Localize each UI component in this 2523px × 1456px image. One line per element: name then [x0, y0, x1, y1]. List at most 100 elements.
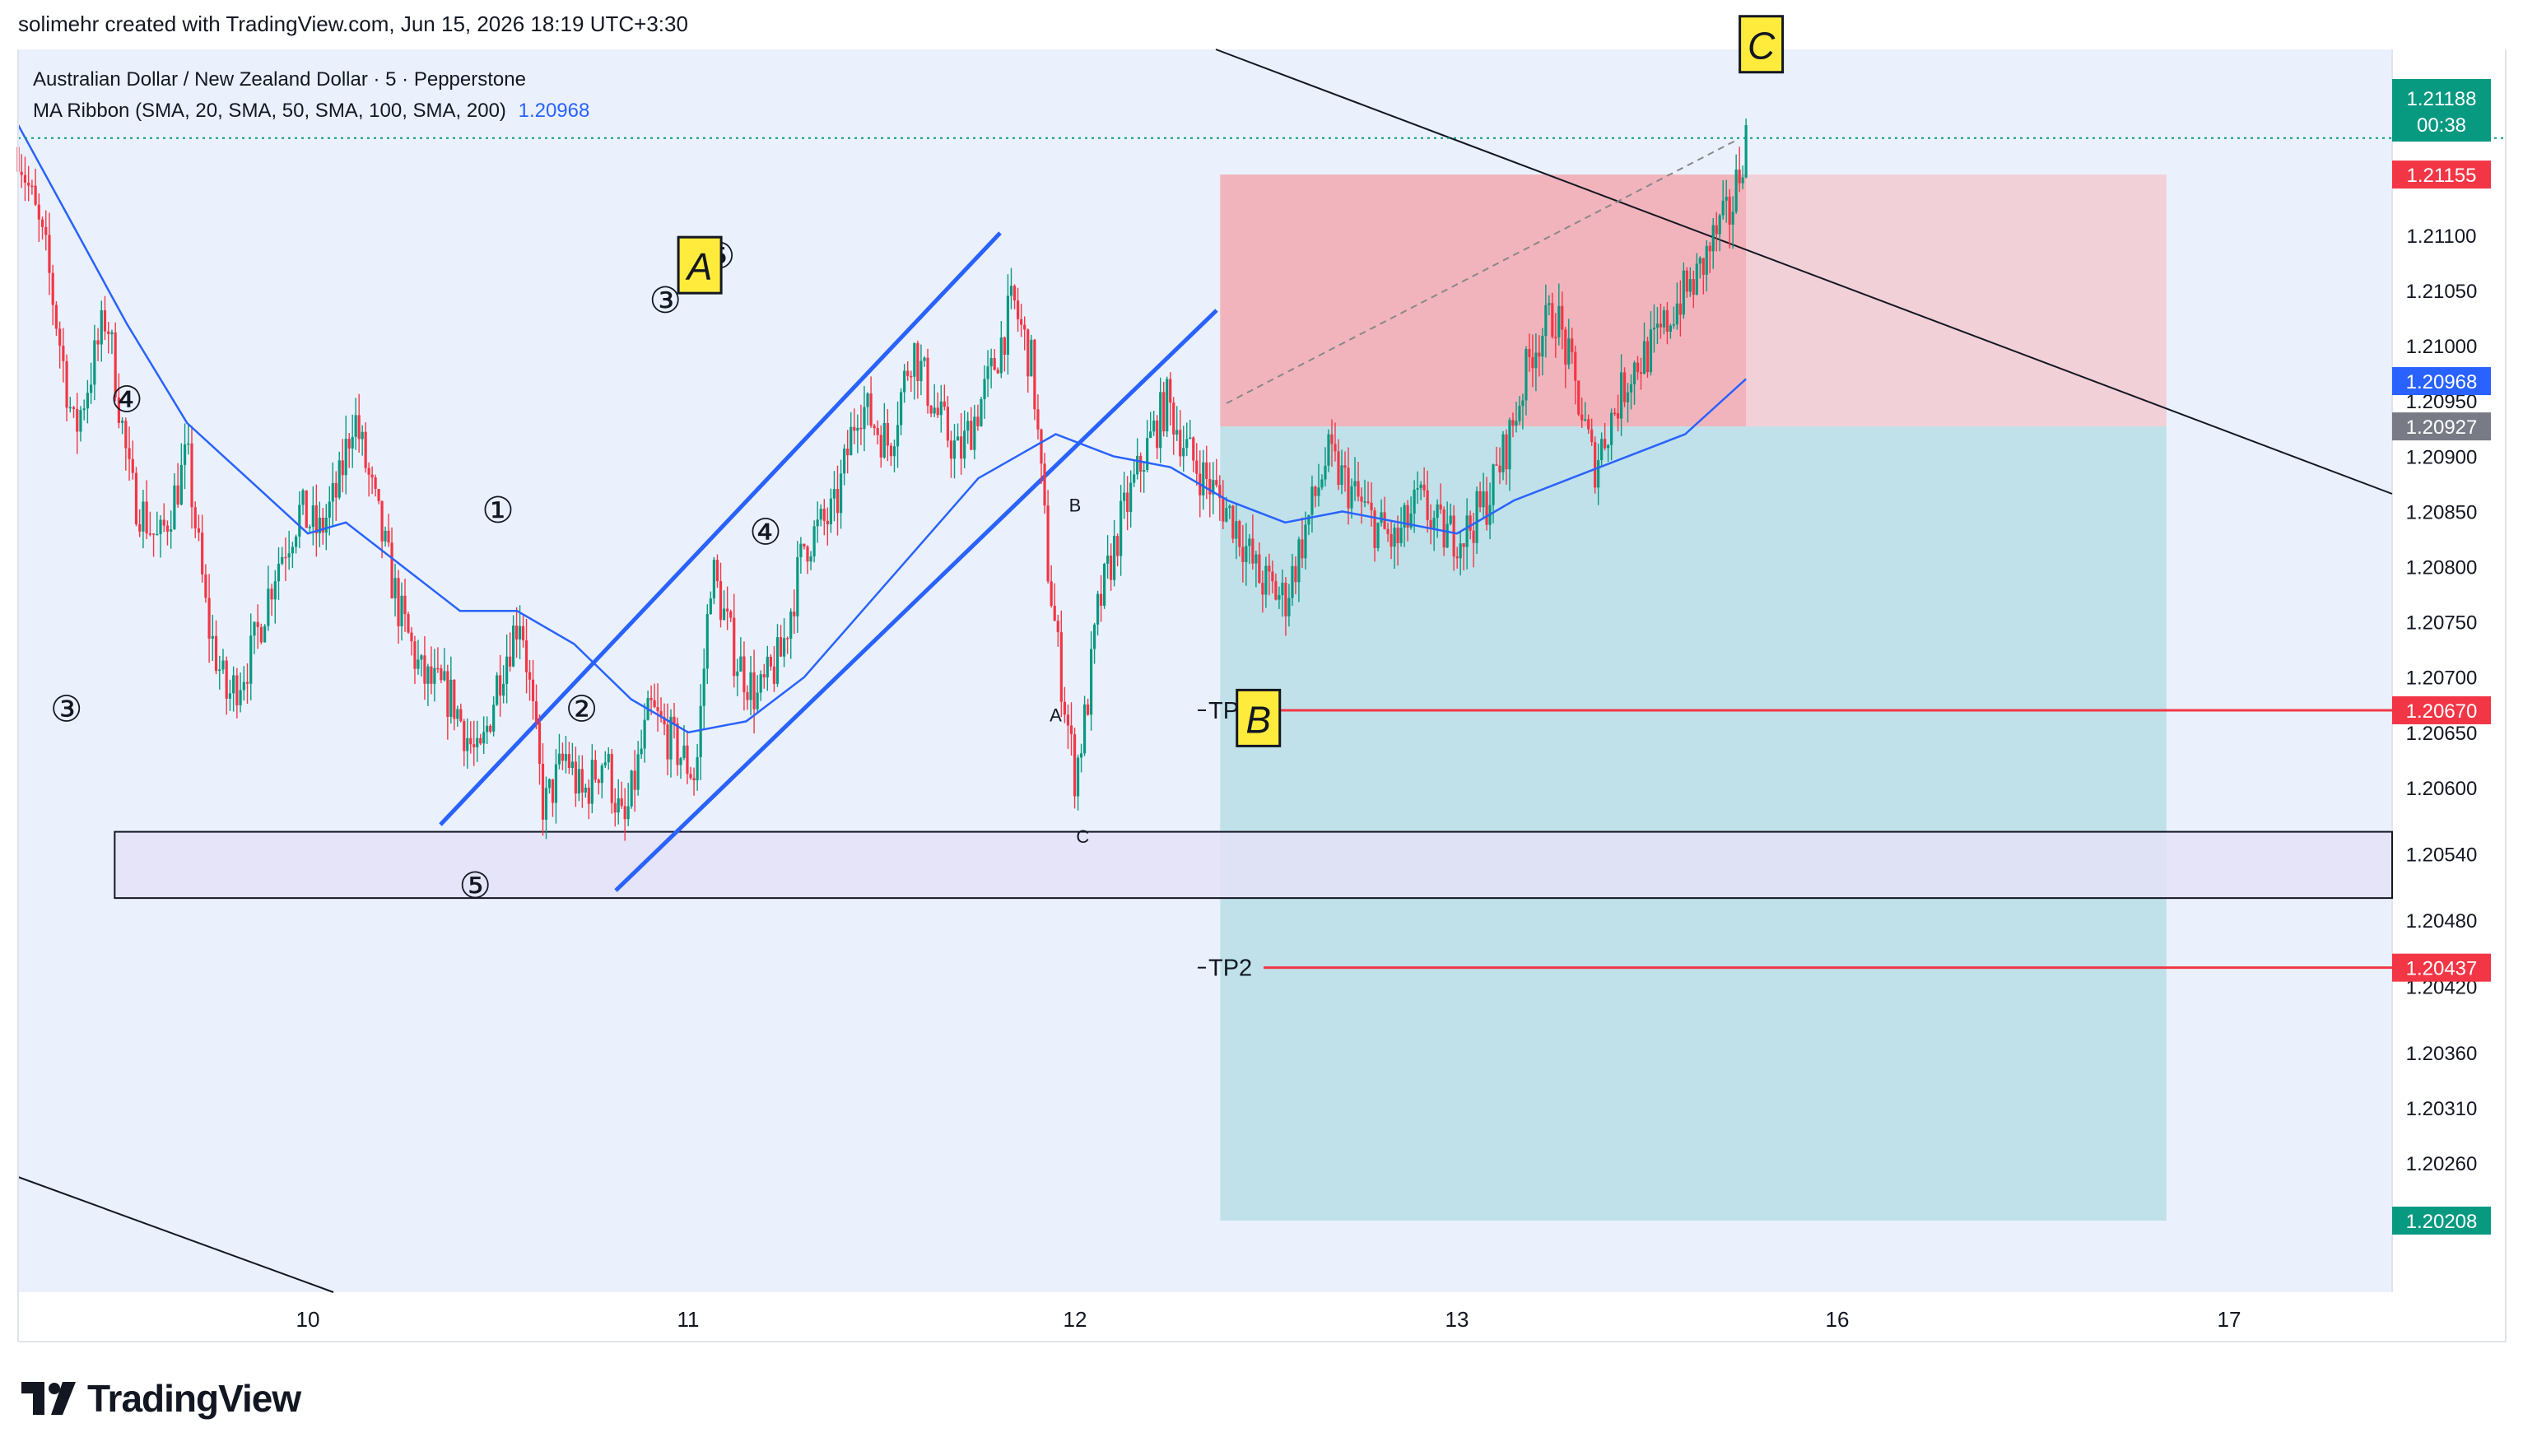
candle	[469, 721, 472, 754]
entry-projection-line	[1226, 139, 1738, 404]
candle	[256, 604, 259, 649]
candle	[1715, 212, 1718, 252]
candle	[1399, 507, 1403, 547]
candle	[1376, 522, 1380, 551]
time-tick-label: 12	[1064, 1307, 1087, 1332]
indicator-value: 1.20968	[518, 100, 590, 122]
candle	[1646, 337, 1650, 379]
candle	[584, 784, 587, 798]
footer-logo[interactable]: TradingView	[21, 1376, 301, 1421]
candle	[580, 755, 584, 808]
wave-label: ④	[749, 513, 781, 553]
candle	[496, 672, 499, 706]
take-profit-zone[interactable]	[1220, 426, 2167, 1221]
last-price-label: 1.21188 00:38	[2392, 79, 2491, 142]
candle	[1205, 445, 1208, 500]
trendline-upper[interactable]	[1215, 49, 2393, 495]
candle	[1669, 323, 1672, 339]
chart-legend[interactable]: Australian Dollar / New Zealand Dollar ·…	[33, 64, 589, 127]
candle	[1324, 447, 1327, 486]
candle	[1241, 525, 1245, 583]
candle	[225, 656, 228, 715]
candle	[357, 393, 361, 454]
candle	[653, 683, 656, 709]
boxed-note[interactable]: A	[677, 235, 723, 295]
candle	[1192, 436, 1195, 472]
time-axis[interactable]: 10 11 12 13 16 17	[296, 1307, 2241, 1332]
trendline-lower[interactable]	[17, 1176, 334, 1293]
candle	[1169, 372, 1172, 426]
price-marker: 1.20927	[2392, 412, 2491, 441]
candle	[1030, 334, 1033, 377]
candle	[534, 684, 538, 730]
candle	[148, 511, 151, 537]
candle	[1334, 422, 1337, 462]
candle	[726, 586, 729, 630]
price-marker-label: 1.20208	[2406, 1211, 2478, 1233]
candle	[331, 462, 334, 526]
candle	[528, 659, 532, 701]
candle	[577, 755, 580, 802]
candle	[903, 364, 906, 403]
candle	[620, 781, 623, 809]
price-tick-label: 1.20650	[2406, 723, 2478, 745]
candle	[702, 648, 705, 730]
candle	[197, 514, 201, 542]
candle	[1261, 570, 1264, 613]
candle	[1613, 407, 1617, 416]
candle	[1604, 422, 1607, 451]
symbol-title[interactable]: Australian Dollar / New Zealand Dollar ·…	[33, 68, 526, 91]
candle	[524, 618, 528, 694]
candle	[659, 697, 663, 723]
candle	[249, 613, 253, 700]
candle	[1096, 590, 1100, 636]
candle	[1705, 240, 1708, 292]
candle	[803, 543, 806, 550]
candle	[892, 440, 896, 472]
candle	[1023, 316, 1026, 351]
candle	[403, 579, 407, 632]
candle	[1185, 422, 1189, 457]
indicator-legend[interactable]: MA Ribbon (SMA, 20, SMA, 50, SMA, 100, S…	[33, 95, 589, 127]
candle	[923, 356, 926, 367]
candle	[1426, 470, 1429, 533]
candle	[846, 430, 850, 474]
candle	[567, 742, 571, 775]
candle	[58, 321, 62, 369]
candle	[796, 541, 799, 633]
trade-position[interactable]	[1220, 174, 2167, 1221]
price-axis[interactable]: 1.212001.211001.210501.210001.209501.209…	[2406, 115, 2478, 1176]
candle	[354, 398, 357, 450]
candle	[1649, 311, 1653, 376]
candle	[762, 663, 766, 689]
support-zone-box[interactable]	[114, 830, 2394, 900]
price-tick-label: 1.20900	[2406, 446, 2478, 468]
boxed-note[interactable]: C	[1739, 15, 1785, 74]
channel-upper-line[interactable]	[439, 231, 1002, 826]
candle	[1287, 584, 1291, 627]
candle	[472, 720, 476, 766]
candle	[1495, 446, 1498, 466]
candle	[882, 402, 886, 459]
candle	[476, 720, 479, 762]
candle	[1314, 485, 1317, 508]
candle	[1574, 345, 1577, 405]
take-profit-level[interactable]: TP2	[1198, 956, 2392, 982]
price-marker: 1.20670	[2392, 695, 2491, 724]
candle	[544, 776, 548, 840]
indicator-name: MA Ribbon (SMA, 20, SMA, 50, SMA, 100, S…	[33, 100, 506, 122]
candle	[623, 788, 626, 841]
boxed-notes[interactable]: A B C	[677, 15, 1785, 747]
wave-label: C	[1076, 826, 1089, 847]
candle	[514, 607, 519, 658]
candle	[673, 702, 676, 739]
boxed-note[interactable]: B	[1236, 688, 1282, 747]
candle	[613, 788, 617, 827]
price-marker: 1.20437	[2392, 953, 2491, 982]
candle	[1393, 523, 1396, 569]
channel-lower-line[interactable]	[614, 309, 1218, 892]
price-axis-area[interactable]	[2392, 49, 2506, 1292]
candle	[1076, 754, 1080, 811]
time-tick-label: 16	[1826, 1307, 1850, 1332]
